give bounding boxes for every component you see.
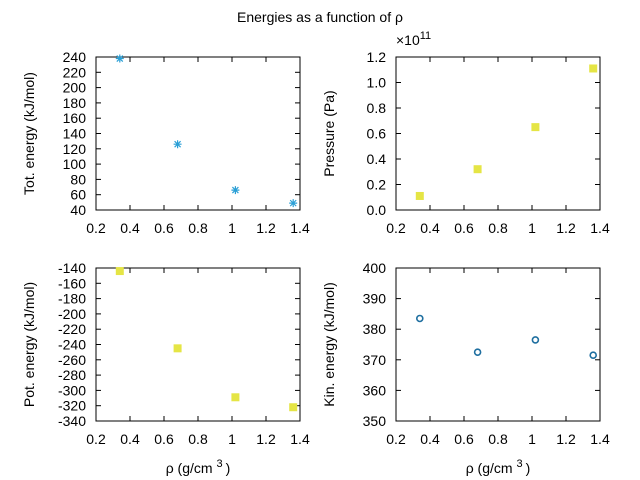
y-tick-label: 40 xyxy=(70,202,86,218)
plot-frame xyxy=(395,56,601,211)
y-axis-exponent-label: ×1011 xyxy=(396,30,431,48)
y-tick-label: 0.0 xyxy=(367,202,387,218)
data-point xyxy=(415,191,424,200)
data-point xyxy=(115,54,124,63)
x-tick-label: 0.4 xyxy=(420,220,440,236)
y-tick-label: -180 xyxy=(58,291,86,307)
x-tick-label: 0.6 xyxy=(154,431,174,447)
y-axis-label: Tot. energy (kJ/mol) xyxy=(21,72,37,195)
x-tick-label: 0.2 xyxy=(386,220,406,236)
y-tick-label: 220 xyxy=(63,64,87,80)
x-tick-label: 0.2 xyxy=(386,431,406,447)
y-tick-label: -220 xyxy=(58,321,86,337)
x-tick-label: 0.2 xyxy=(86,431,106,447)
data-point xyxy=(415,314,424,323)
y-tick-label: -300 xyxy=(58,382,86,398)
y-tick-label: 0.6 xyxy=(367,126,387,142)
x-tick-label: 1.4 xyxy=(590,431,610,447)
x-tick-label: 1.2 xyxy=(256,431,276,447)
data-point xyxy=(589,351,598,360)
x-tick-label: 0.6 xyxy=(154,220,174,236)
data-point xyxy=(231,186,240,195)
y-tick-label: 0.8 xyxy=(367,100,387,116)
x-tick-label: 1 xyxy=(228,220,236,236)
y-tick-label: 80 xyxy=(70,171,86,187)
y-tick-label: 0.4 xyxy=(367,151,387,167)
y-tick-label: 1.2 xyxy=(367,49,387,65)
y-tick-label: 100 xyxy=(63,156,87,172)
plot-frame xyxy=(395,267,601,422)
y-tick-label: 240 xyxy=(63,49,87,65)
x-tick-label: 0.2 xyxy=(86,220,106,236)
data-point xyxy=(289,403,298,412)
data-point xyxy=(289,199,298,208)
data-point xyxy=(531,336,540,344)
y-axis-label: Pressure (Pa) xyxy=(321,90,337,176)
x-tick-label: 0.4 xyxy=(120,220,140,236)
y-tick-label: -260 xyxy=(58,352,86,368)
y-tick-label: 200 xyxy=(63,80,87,96)
chart-panel-top-left: 0.2 0.4 0.6 0.8 1 1.2 1.4 406080100120140160180… xyxy=(21,49,310,236)
chart-panel-bottom-right: 0.2 0.4 0.6 0.8 1 1.2 1.4 350 360 370 380 390 400 Kin… xyxy=(321,260,610,476)
y-tick-label: 400 xyxy=(363,260,387,276)
y-tick-label: 360 xyxy=(363,382,387,398)
figure-title: Energies as a function of ρ xyxy=(237,9,403,25)
y-tick-label: 60 xyxy=(70,187,86,203)
x-tick-label: 0.8 xyxy=(188,431,208,447)
y-tick-label: 380 xyxy=(363,321,387,337)
y-tick-label: 160 xyxy=(63,110,87,126)
chart-panel-bottom-left: 0.2 0.4 0.6 0.8 1 1.2 1.4-140-160-180-200-220-… xyxy=(21,260,310,476)
y-tick-label: -140 xyxy=(58,260,86,276)
data-point xyxy=(173,344,182,353)
x-tick-label: 1.2 xyxy=(556,220,576,236)
y-tick-label: 370 xyxy=(363,352,387,368)
y-tick-label: -320 xyxy=(58,398,86,414)
data-point xyxy=(231,393,240,402)
x-tick-label: 1.4 xyxy=(290,431,310,447)
y-tick-label: 350 xyxy=(363,413,387,429)
x-tick-label: 1 xyxy=(528,431,536,447)
data-point xyxy=(531,123,540,132)
y-tick-label: 180 xyxy=(63,95,87,111)
data-point xyxy=(589,64,598,73)
x-tick-label: 0.4 xyxy=(420,431,440,447)
y-tick-label: 390 xyxy=(363,291,387,307)
data-point xyxy=(473,165,482,174)
x-tick-label: 1 xyxy=(528,220,536,236)
y-axis-label: Kin. energy (kJ/mol) xyxy=(321,282,337,406)
x-axis-label: ρ (g/cm 3 ) xyxy=(166,458,231,476)
x-axis-label: ρ (g/cm 3 ) xyxy=(466,458,531,476)
x-tick-label: 0.8 xyxy=(188,220,208,236)
x-tick-label: 0.6 xyxy=(454,220,474,236)
plot-frame xyxy=(95,267,301,422)
x-tick-label: 1.4 xyxy=(290,220,310,236)
y-tick-label: 140 xyxy=(63,126,87,142)
y-tick-label: -340 xyxy=(58,413,86,429)
y-tick-label: 0.2 xyxy=(367,177,387,193)
x-tick-label: 0.6 xyxy=(454,431,474,447)
data-point xyxy=(173,140,182,149)
y-axis-label: Pot. energy (kJ/mol) xyxy=(21,282,37,407)
x-tick-label: 1 xyxy=(228,431,236,447)
x-tick-label: 0.4 xyxy=(120,431,140,447)
y-tick-label: 1.0 xyxy=(367,75,387,91)
y-tick-label: -200 xyxy=(58,306,86,322)
y-tick-label: -240 xyxy=(58,337,86,353)
y-tick-label: 120 xyxy=(63,141,87,157)
x-tick-label: 0.8 xyxy=(488,220,508,236)
x-tick-label: 1.4 xyxy=(590,220,610,236)
data-point xyxy=(473,348,482,356)
y-tick-label: -280 xyxy=(58,367,86,383)
y-tick-label: -160 xyxy=(58,275,86,291)
data-point xyxy=(115,267,124,276)
x-tick-label: 1.2 xyxy=(556,431,576,447)
plot-frame xyxy=(95,56,301,211)
x-tick-label: 1.2 xyxy=(256,220,276,236)
x-tick-label: 0.8 xyxy=(488,431,508,447)
chart-panel-top-right: 0.2 0.4 0.6 0.8 1 1.2 1.4 0.0 0.2 0.4 0.6 0.8 1.0 1.2… xyxy=(321,30,610,236)
